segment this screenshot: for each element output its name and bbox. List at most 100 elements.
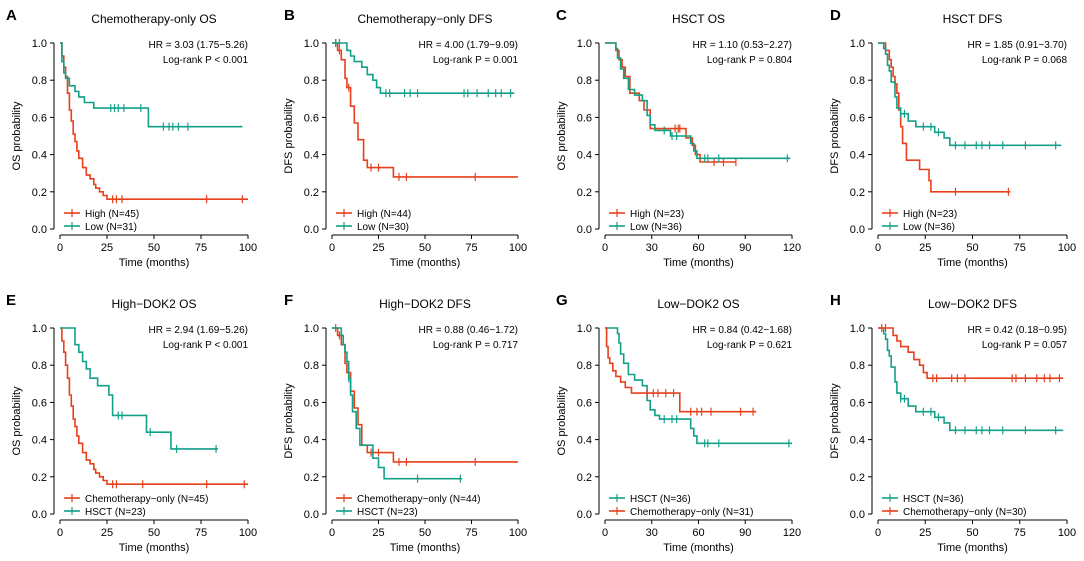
x-tick-label: 120 (783, 242, 801, 254)
legend-label: HSCT (N=23) (357, 507, 418, 518)
x-tick-label: 75 (465, 527, 477, 539)
panel-letter: G (556, 292, 568, 309)
hazard-ratio-label: HR = 0.84 (0.42−1.68) (692, 325, 792, 336)
hazard-ratio-label: HR = 3.03 (1.75−5.26) (148, 40, 248, 51)
x-tick-label: 50 (966, 527, 978, 539)
x-tick-label: 0 (875, 242, 881, 254)
panel-title: High−DOK2 DFS (379, 297, 471, 311)
x-tick-label: 75 (465, 242, 477, 254)
y-tick-label: 0.2 (304, 187, 319, 199)
y-tick-label: 0.2 (850, 472, 865, 484)
y-tick-label: 0.4 (304, 435, 319, 447)
legend-label: High (N=44) (357, 209, 411, 220)
x-axis-label: Time (months) (663, 542, 734, 554)
survival-curve-red (60, 327, 248, 485)
y-tick-label: 0.2 (850, 187, 865, 199)
legend-label: HSCT (N=36) (630, 494, 691, 505)
y-tick-label: 1.0 (304, 38, 319, 50)
legend-label: High (N=23) (903, 209, 957, 220)
panel-h: H Low−DOK2 DFS 0.0 0.2 0.4 0.6 0.8 1.0 0 25 50 75 10… (829, 292, 1076, 554)
x-tick-label: 25 (372, 242, 384, 254)
y-tick-label: 0.4 (850, 150, 865, 162)
y-tick-label: 0.4 (850, 435, 865, 447)
log-rank-p-label: Log-rank P = 0.621 (707, 340, 793, 351)
legend-label: Low (N=30) (357, 222, 409, 233)
legend-label: Chemotherapy−only (N=45) (85, 494, 208, 505)
y-tick-label: 0.0 (32, 509, 47, 521)
x-axis-label: Time (months) (119, 542, 190, 554)
x-tick-label: 0 (329, 242, 335, 254)
log-rank-p-label: Log-rank P = 0.804 (707, 55, 793, 66)
y-tick-label: 0.0 (304, 509, 319, 521)
panel-title: High−DOK2 OS (111, 297, 196, 311)
legend-label: Chemotherapy−only (N=31) (630, 507, 753, 518)
y-axis-label: OS probability (11, 101, 23, 171)
panel-d: D HSCT DFS 0.0 0.2 0.4 0.6 0.8 1.0 0 25 50 75 100 Tim… (829, 7, 1076, 269)
legend-label: High (N=45) (85, 209, 139, 220)
log-rank-p-label: Log-rank P < 0.001 (163, 340, 249, 351)
legend-label: Low (N=31) (85, 222, 137, 233)
panel-b: B Chemotherapy−only DFS 0.0 0.2 0.4 0.6 0.8 1.0… (283, 7, 527, 269)
y-tick-label: 0.4 (577, 150, 592, 162)
y-tick-label: 0.8 (577, 360, 592, 372)
survival-curve-teal (60, 42, 243, 128)
y-tick-label: 1.0 (850, 38, 865, 50)
x-tick-label: 25 (372, 527, 384, 539)
y-tick-label: 0.8 (577, 75, 592, 87)
x-axis-label: Time (months) (390, 257, 461, 269)
x-tick-label: 50 (419, 242, 431, 254)
y-tick-label: 0.4 (577, 435, 592, 447)
panel-a: A Chemotherapy-only OS 0.0 0.2 0.4 0.6 0.8 1.0 0… (6, 7, 257, 269)
panel-letter: D (830, 7, 841, 24)
hazard-ratio-label: HR = 0.88 (0.46−1.72) (418, 325, 518, 336)
x-tick-label: 75 (1014, 527, 1026, 539)
x-tick-label: 100 (509, 242, 527, 254)
x-tick-label: 120 (783, 527, 801, 539)
y-tick-label: 0.6 (304, 397, 319, 409)
legend-label: Low (N=36) (630, 222, 682, 233)
panel-letter: C (556, 7, 567, 24)
x-tick-label: 0 (57, 527, 63, 539)
legend-label: High (N=23) (630, 209, 684, 220)
x-tick-label: 30 (646, 242, 658, 254)
log-rank-p-label: Log-rank P = 0.068 (982, 55, 1068, 66)
survival-curve-red (332, 42, 518, 178)
survival-curve-red (605, 327, 757, 413)
x-tick-label: 90 (739, 527, 751, 539)
y-tick-label: 0.0 (32, 224, 47, 236)
y-tick-label: 0.8 (304, 360, 319, 372)
y-tick-label: 0.2 (304, 472, 319, 484)
x-axis-label: Time (months) (119, 257, 190, 269)
survival-curve-teal (332, 42, 515, 94)
panel-e: E High−DOK2 OS 0.0 0.2 0.4 0.6 0.8 1.0 0 25 50 75 10… (6, 292, 257, 554)
x-tick-label: 100 (239, 527, 257, 539)
y-tick-label: 0.6 (32, 397, 47, 409)
legend-label: Chemotherapy−only (N=44) (357, 494, 480, 505)
y-tick-label: 1.0 (850, 323, 865, 335)
panel-letter: H (830, 292, 841, 309)
x-tick-label: 100 (1058, 242, 1076, 254)
x-tick-label: 25 (101, 242, 113, 254)
hazard-ratio-label: HR = 1.85 (0.91−3.70) (967, 40, 1067, 51)
panel-letter: F (284, 292, 293, 309)
x-tick-label: 0 (875, 527, 881, 539)
x-tick-label: 100 (509, 527, 527, 539)
x-tick-label: 30 (646, 527, 658, 539)
y-tick-label: 1.0 (577, 38, 592, 50)
y-tick-label: 0.2 (32, 187, 47, 199)
log-rank-p-label: Log-rank P = 0.001 (433, 55, 519, 66)
y-tick-label: 1.0 (577, 323, 592, 335)
y-tick-label: 0.6 (850, 112, 865, 124)
x-tick-label: 0 (329, 527, 335, 539)
x-tick-label: 0 (602, 527, 608, 539)
panel-title: HSCT OS (672, 12, 725, 26)
y-tick-label: 0.6 (577, 397, 592, 409)
survival-curve-teal (60, 327, 218, 450)
y-tick-label: 0.8 (850, 360, 865, 372)
survival-curve-teal (878, 327, 1064, 432)
x-tick-label: 25 (919, 242, 931, 254)
log-rank-p-label: Log-rank P = 0.717 (433, 340, 519, 351)
panel-title: Chemotherapy−only DFS (357, 12, 492, 26)
x-tick-label: 90 (739, 242, 751, 254)
